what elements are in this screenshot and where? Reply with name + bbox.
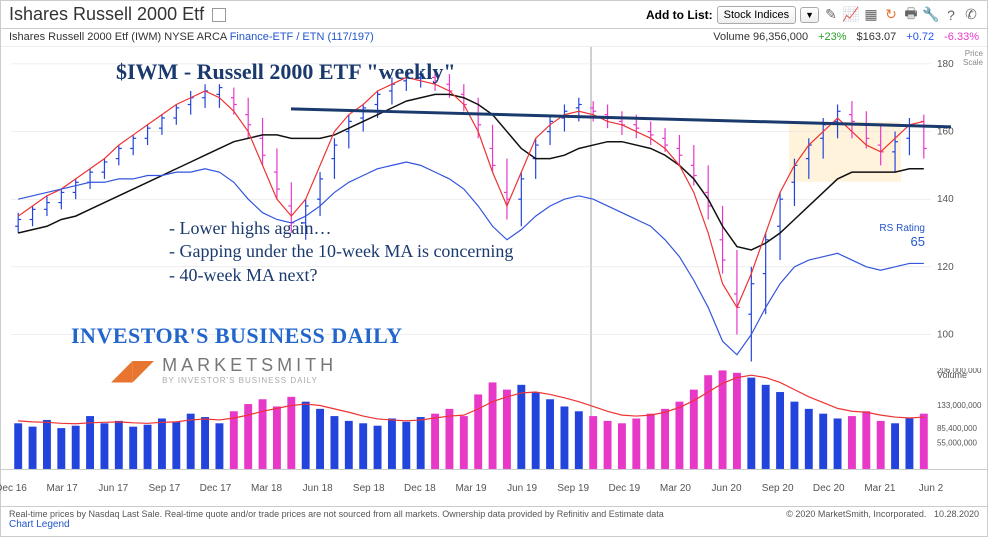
price-chg-pct: -6.33%: [944, 31, 979, 44]
date-tick: Mar 20: [660, 483, 691, 494]
help-icon[interactable]: ?: [943, 7, 959, 23]
svg-text:85,400,000: 85,400,000: [937, 424, 978, 433]
date-tick: Sep 19: [557, 483, 589, 494]
refresh-icon[interactable]: ↻: [883, 7, 899, 23]
svg-text:160: 160: [937, 127, 954, 138]
price-chg: +0.72: [906, 31, 934, 44]
date-tick: Jun 17: [98, 483, 128, 494]
dropdown-arrow-icon[interactable]: ▼: [800, 7, 819, 23]
svg-text:140: 140: [937, 194, 954, 205]
flag-icon[interactable]: [212, 8, 226, 22]
price-chart-svg: 100 120 140 160 180: [1, 47, 988, 368]
add-to-list-label: Add to List:: [646, 8, 713, 22]
phone-icon[interactable]: ✆: [963, 7, 979, 23]
date-tick: Jun 20: [712, 483, 742, 494]
svg-text:206,000,000: 206,000,000: [937, 368, 982, 375]
date-tick: Jun 19: [507, 483, 537, 494]
footer-date: 10.28.2020: [934, 509, 979, 519]
date-tick: Dec 19: [608, 483, 640, 494]
header-toolbar: Add to List: Stock Indices ▼ ✎ 📈 ▦ ↻ 🖶 🔧…: [646, 6, 979, 24]
date-tick: Mar 19: [455, 483, 486, 494]
svg-text:100: 100: [937, 329, 954, 340]
date-tick: Dec 17: [200, 483, 232, 494]
ticker-info: Ishares Russell 2000 Etf (IWM) NYSE ARCA…: [9, 31, 374, 44]
annotation-bullets: - Lower highs again… - Gapping under the…: [169, 217, 513, 287]
svg-text:120: 120: [937, 262, 954, 273]
svg-text:180: 180: [937, 59, 954, 70]
subheader-bar: Ishares Russell 2000 Etf (IWM) NYSE ARCA…: [1, 29, 987, 47]
vol-pct: +23%: [818, 31, 846, 44]
footer: Real-time prices by Nasdaq Last Sale. Re…: [1, 506, 987, 536]
wrench-icon[interactable]: 🔧: [923, 7, 939, 23]
date-tick: Sep 20: [762, 483, 794, 494]
date-tick: Dec 20: [813, 483, 845, 494]
price-panel[interactable]: 100 120 140 160 180 PriceScale $IWM - Russel…: [1, 47, 987, 368]
stats-row: Volume 96,356,000 +23% $163.07 +0.72 -6.…: [713, 31, 979, 44]
chart-title: Ishares Russell 2000 Etf: [9, 4, 204, 25]
date-tick: Mar 21: [864, 483, 895, 494]
date-axis: Dec 16 Mar 17 Jun 17 Sep 17 Dec 17 Mar 18 Jun …: [1, 469, 987, 506]
date-tick: Sep 17: [148, 483, 180, 494]
svg-text:133,000,000: 133,000,000: [937, 401, 982, 410]
volume-chart-svg: Volume55,000,00085,400,000133,000,000206…: [1, 368, 988, 469]
finance-link[interactable]: Finance-ETF / ETN (117/197): [230, 31, 374, 43]
header-bar: Ishares Russell 2000 Etf Add to List: St…: [1, 1, 987, 29]
annotation-title: $IWM - Russell 2000 ETF "weekly": [116, 59, 456, 85]
volume-panel[interactable]: ◢◤ MARKETSMITH BY INVESTOR'S BUSINESS DA…: [1, 368, 987, 469]
date-tick: Dec 18: [404, 483, 436, 494]
date-tick: Jun 2: [919, 483, 943, 494]
header-left: Ishares Russell 2000 Etf: [9, 4, 226, 25]
date-tick: Sep 18: [353, 483, 385, 494]
last-price: $163.07: [857, 31, 897, 44]
price-scale-label: PriceScale: [963, 49, 983, 67]
disclaimer: Real-time prices by Nasdaq Last Sale. Re…: [9, 509, 664, 519]
ibd-logo: INVESTOR'S BUSINESS DAILY: [71, 323, 403, 349]
chart-legend-link[interactable]: Chart Legend: [9, 519, 979, 530]
chart-icon[interactable]: 📈: [843, 7, 859, 23]
grid-icon[interactable]: ▦: [863, 7, 879, 23]
chart-area: 100 120 140 160 180 PriceScale $IWM - Russel…: [1, 47, 987, 506]
date-tick: Dec 16: [0, 483, 27, 494]
volume-label: Volume 96,356,000: [713, 31, 808, 44]
date-tick: Jun 18: [303, 483, 333, 494]
print-icon[interactable]: 🖶: [903, 7, 919, 23]
list-dropdown[interactable]: Stock Indices: [717, 6, 796, 24]
pencil-icon[interactable]: ✎: [823, 7, 839, 23]
date-tick: Mar 18: [251, 483, 282, 494]
svg-text:55,000,000: 55,000,000: [937, 439, 978, 448]
date-tick: Mar 17: [47, 483, 78, 494]
copyright: © 2020 MarketSmith, Incorporated.: [786, 509, 926, 519]
rs-rating-label: RS Rating65: [879, 223, 925, 249]
